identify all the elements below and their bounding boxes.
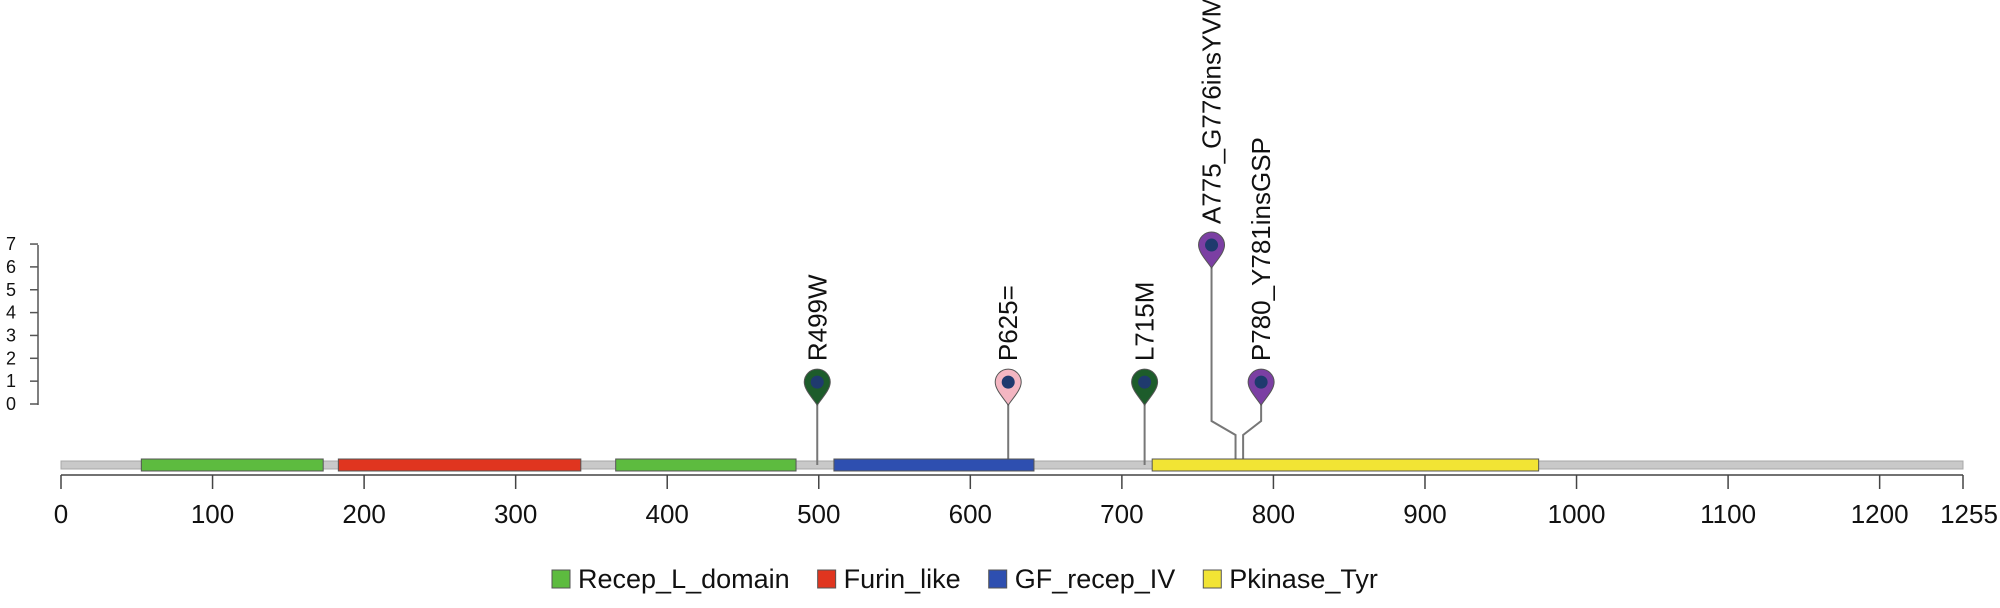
legend-label: Furin_like [844, 564, 961, 594]
y-axis: 0 1 2 34 5 6 7 [6, 234, 39, 414]
x-tick-label: 0 [54, 499, 68, 529]
y-tick-label: 0 [6, 394, 16, 414]
x-tick-label: 700 [1100, 499, 1143, 529]
mutation-label-A775_G776insYVMA: A775_G776insYVMA [1197, 0, 1227, 224]
mutation-markers: R499W P625= L715M A775_G776insYVMA P780_Y781… [802, 0, 1276, 407]
y-tick-label: 1 [6, 371, 16, 391]
legend-item-Furin_like: Furin_like [817, 564, 961, 594]
x-tick-label: 800 [1252, 499, 1295, 529]
mutation-dot-P780_Y781insGSP [1254, 375, 1268, 389]
mutation-label-P625=: P625= [993, 285, 1023, 361]
legend-label: Pkinase_Tyr [1229, 564, 1378, 594]
mutation-label-R499W: R499W [802, 274, 832, 361]
x-tick-label: 1200 [1851, 499, 1909, 529]
legend-item-GF_recep_IV: GF_recep_IV [988, 564, 1176, 594]
domain-Pkinase_Tyr [1151, 458, 1540, 472]
mutation-label-P780_Y781insGSP: P780_Y781insGSP [1246, 137, 1276, 361]
domain-Furin_like [337, 458, 582, 472]
domain-track [140, 458, 1540, 472]
mutation-dot-P625= [1001, 375, 1015, 389]
x-tick-label: 900 [1403, 499, 1446, 529]
legend-label: GF_recep_IV [1015, 564, 1176, 594]
y-tick-label: 7 [6, 234, 16, 254]
stem-A775_G776insYVMA [1210, 245, 1237, 465]
x-tick-label: 400 [646, 499, 689, 529]
y-tick-label: 4 [6, 303, 16, 323]
y-tick-label: 6 [6, 257, 16, 277]
domain-Recep_L_domain [615, 458, 797, 472]
legend-swatch [1202, 569, 1222, 589]
mutation-dot-A775_G776insYVMA [1205, 238, 1219, 252]
y-tick-label: 3 [6, 325, 16, 345]
y-tick-label: 2 [6, 348, 16, 368]
x-tick-label: 200 [342, 499, 385, 529]
legend: Recep_L_domain Furin_like GF_recep_IV Pkina… [551, 564, 1378, 594]
x-tick-label: 1255 [1940, 499, 1998, 529]
x-tick-label: 300 [494, 499, 537, 529]
x-tick-label: 1100 [1700, 499, 1756, 529]
mutation-dot-R499W [810, 375, 824, 389]
legend-swatch [817, 569, 837, 589]
mutation-dot-L715M [1138, 375, 1152, 389]
legend-item-Recep_L_domain: Recep_L_domain [551, 564, 790, 594]
y-tick-label: 5 [6, 280, 16, 300]
x-tick-label: 100 [191, 499, 234, 529]
x-tick-label: 500 [797, 499, 840, 529]
legend-item-Pkinase_Tyr: Pkinase_Tyr [1202, 564, 1378, 594]
domain-GF_recep_IV [833, 458, 1035, 472]
domain-Recep_L_domain [140, 458, 324, 472]
legend-swatch [988, 569, 1008, 589]
legend-label: Recep_L_domain [578, 564, 790, 594]
legend-swatch [551, 569, 571, 589]
x-axis: 0 100 200 300 400 500 600 700 800 900 1000 1100 1200… [54, 474, 1998, 529]
x-tick-label: 1000 [1548, 499, 1606, 529]
mutation-stems [816, 245, 1263, 465]
x-tick-label: 600 [949, 499, 992, 529]
mutation-label-L715M: L715M [1130, 282, 1160, 362]
